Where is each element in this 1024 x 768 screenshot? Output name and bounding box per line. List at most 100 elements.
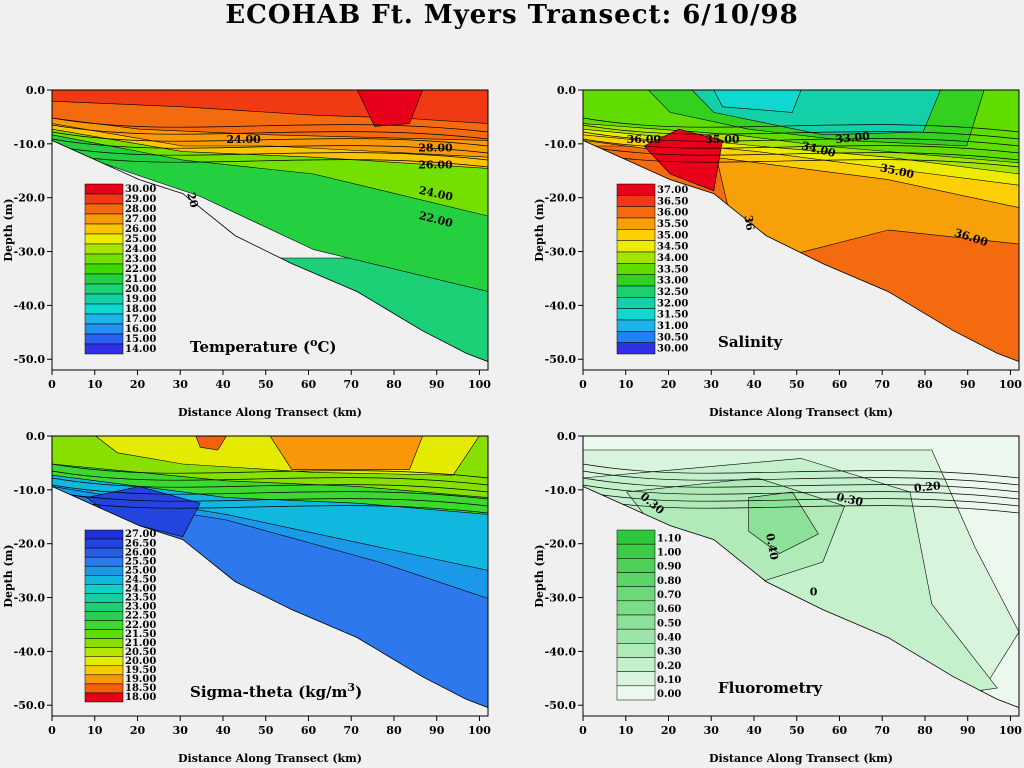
chart-panel-4: 0.30 0.40 0.30 0.20 0 0 10 20 30 40 50 60 70 80 90 100 0…: [533, 430, 1022, 765]
field-band-10: [643, 128, 723, 192]
legend-swatch: [84, 584, 124, 594]
contour-line: [583, 477, 1019, 493]
contour-line: [52, 463, 488, 479]
legend-swatch: [616, 229, 656, 241]
legend-label: 34.50: [657, 242, 688, 253]
contour-line: [52, 491, 488, 507]
legend-swatch: [84, 665, 124, 676]
contour-line: [583, 124, 1019, 140]
data-field: [583, 90, 1019, 370]
contour-line: [52, 138, 488, 154]
legend-label: 18.50: [125, 683, 156, 694]
legend-swatch: [84, 556, 124, 567]
field-band-9: [713, 90, 802, 113]
legend-label: 30.50: [657, 332, 688, 343]
legend-swatch: [84, 565, 124, 576]
field-band-8: [195, 436, 227, 451]
x-tick-label: 50: [789, 724, 805, 737]
legend-swatch: [84, 538, 124, 549]
legend-swatch: [84, 303, 124, 315]
legend-label: 20.00: [125, 656, 156, 667]
x-tick-label: 40: [746, 378, 762, 391]
legend-label: 34.00: [657, 253, 688, 264]
contour-line: [52, 470, 488, 486]
x-tick-label: 30: [704, 724, 720, 737]
panel-title: Temperature (oC): [190, 336, 337, 356]
legend-swatch: [616, 643, 656, 658]
contour-line: [52, 152, 488, 168]
legend-label: 23.50: [125, 593, 156, 604]
legend-swatch: [616, 319, 656, 332]
contour-line: [583, 470, 1019, 486]
y-tick-label: -10.0: [14, 138, 46, 151]
legend-swatch: [84, 629, 124, 639]
x-tick-label: 20: [130, 724, 146, 737]
legend-swatch: [84, 273, 124, 285]
x-tick-label: 50: [258, 378, 274, 391]
legend-label: 0.50: [657, 618, 681, 629]
x-tick-label: 60: [832, 378, 848, 391]
y-tick-label: -10.0: [545, 484, 577, 497]
legend-label: 23.00: [125, 254, 156, 265]
legend-swatch: [84, 203, 124, 215]
legend-swatch: [84, 193, 124, 205]
legend-label: 20.00: [125, 284, 156, 295]
y-tick-label: 0.0: [26, 430, 45, 443]
legend-swatch: [616, 297, 656, 309]
legend-label: 1.00: [657, 548, 681, 559]
legend-label: 29.00: [125, 194, 156, 205]
contour-line: [583, 138, 1019, 154]
legend-swatch: [84, 253, 124, 265]
contour-label: 0.20: [913, 479, 941, 495]
y-tick-label: -20.0: [545, 538, 577, 551]
page-title: ECOHAB Ft. Myers Transect: 6/10/98: [225, 0, 799, 30]
legend-label: 33.50: [657, 264, 688, 275]
y-axis-label: Depth (m): [533, 198, 546, 261]
y-tick-label: -20.0: [14, 192, 46, 205]
x-tick-label: 10: [618, 724, 634, 737]
x-tick-label: 20: [130, 378, 146, 391]
legend-swatch: [84, 233, 124, 245]
legend-swatch: [84, 683, 124, 694]
legend-swatch: [84, 323, 124, 335]
legend-label: 23.00: [125, 602, 156, 613]
legend-label: 30.00: [125, 184, 156, 195]
plot-frame: [582, 435, 1020, 717]
panel-title: Fluorometry: [718, 679, 823, 697]
y-tick-label: -10.0: [545, 138, 577, 151]
field-band-7: [269, 436, 423, 470]
x-tick-label: 50: [789, 378, 805, 391]
legend-swatch: [84, 647, 124, 657]
legend-swatch: [84, 602, 124, 612]
contour-line: [583, 491, 1019, 507]
chart-panel-1: 24.00 28.00 26.00 24.00 22.00 20 0 10 20 30 40 50 60…: [2, 84, 491, 419]
x-tick-label: 10: [618, 378, 634, 391]
legend-label: 0.00: [657, 689, 681, 700]
x-tick-label: 90: [429, 378, 445, 391]
seafloor: [583, 139, 1019, 370]
legend-label: 24.00: [125, 584, 156, 595]
contour-line: [52, 131, 488, 147]
legend-swatch: [84, 575, 124, 585]
legend-label: 36.00: [657, 208, 688, 219]
x-tick-label: 50: [258, 724, 274, 737]
contour-label: 24.00: [226, 133, 261, 146]
x-tick-label: 30: [173, 724, 189, 737]
x-tick-label: 60: [832, 724, 848, 737]
legend-swatch: [84, 183, 124, 195]
data-field: [52, 90, 488, 370]
legend-swatch: [84, 656, 124, 667]
legend-swatch: [84, 313, 124, 325]
x-tick-label: 0: [579, 378, 587, 391]
legend-swatch: [616, 657, 656, 672]
contour-label: 36.00: [627, 133, 662, 146]
legend-swatch: [84, 223, 124, 235]
seafloor: [52, 485, 488, 716]
contour-line: [583, 117, 1019, 133]
x-tick-label: 30: [173, 378, 189, 391]
legend-label: 0.20: [657, 661, 681, 672]
x-axis-label: Distance Along Transect (km): [709, 752, 893, 765]
legend-label: 14.00: [125, 344, 156, 355]
contour-label: 0: [810, 586, 818, 599]
legend-label: 17.00: [125, 314, 156, 325]
